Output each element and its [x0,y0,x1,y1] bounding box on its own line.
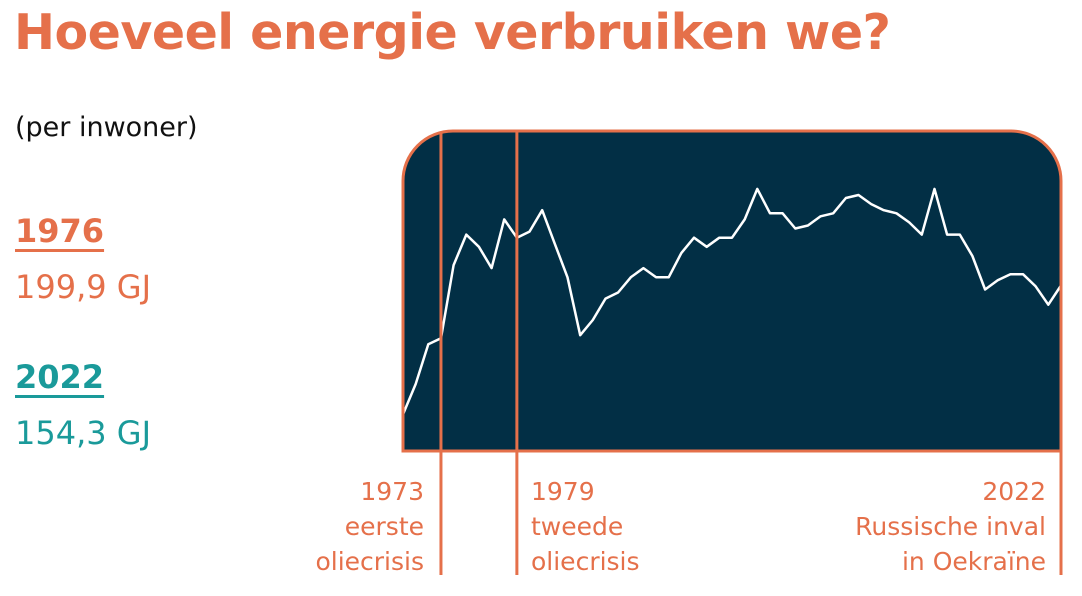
annotation-1979-line3: oliecrisis [531,547,640,576]
series-line [401,187,1063,415]
marker-lines [439,131,1063,575]
annotation-1979: 1979 tweede oliecrisis [531,474,640,579]
annotation-2022-line2: Russische inval [855,512,1046,541]
annotation-2022: 2022 Russische inval in Oekraïne [855,474,1046,579]
annotation-1973-line3: oliecrisis [315,547,424,576]
annotation-1973-year: 1973 [360,477,424,506]
highlight-value-1976: 199,9 GJ [15,268,152,306]
highlight-year-1976: 1976 [15,212,105,250]
annotation-2022-line3: in Oekraïne [901,547,1046,576]
chart-frame [401,129,1063,453]
annotation-2022-year: 2022 [982,477,1046,506]
annotation-1979-line2: tweede [531,512,624,541]
page-subtitle: (per inwoner) [15,112,198,143]
annotation-1979-year: 1979 [531,477,595,506]
highlight-value-2022: 154,3 GJ [15,414,152,452]
annotation-1973: 1973 eerste oliecrisis [315,474,424,579]
highlight-year-2022: 2022 [15,358,105,396]
annotation-1973-line2: eerste [344,512,424,541]
page-title: Hoeveel energie verbruiken we? [14,4,891,61]
chart-panel [403,131,1061,451]
